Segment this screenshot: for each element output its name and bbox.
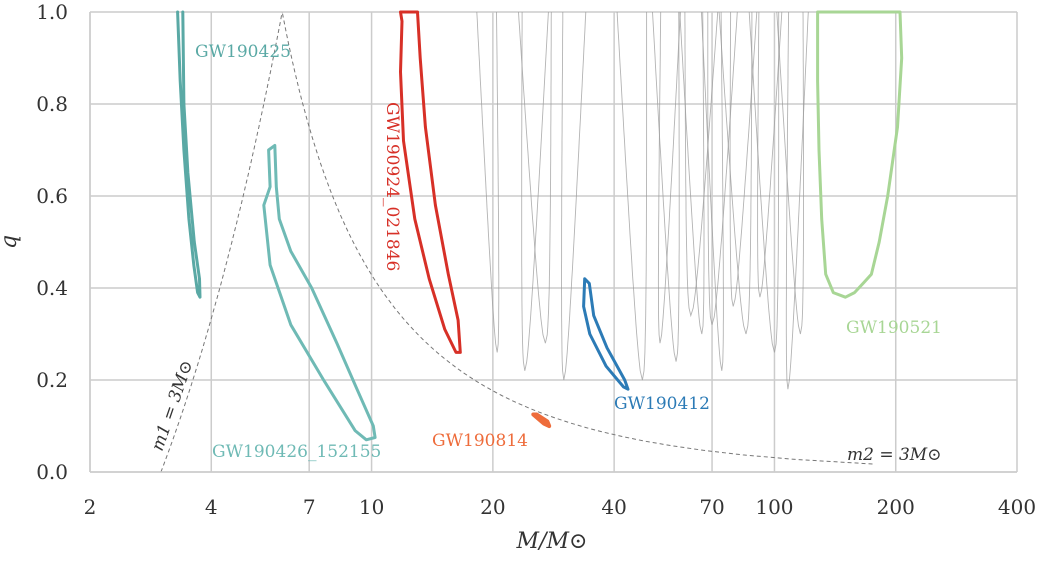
x-tick-label-10: 10 — [359, 495, 384, 519]
x-tick-label-100: 100 — [755, 495, 793, 519]
event-label-gw190814: GW190814 — [432, 431, 528, 451]
y-axis-title: q — [0, 235, 22, 249]
background-contour-13 — [757, 11, 783, 298]
background-contour-6 — [652, 11, 680, 362]
x-tick-label-7: 7 — [303, 495, 316, 519]
background-contour-10 — [700, 11, 724, 371]
reference-label-m1: m1 = 3M⊙ — [148, 358, 198, 454]
x-tick-label-20: 20 — [480, 495, 505, 519]
reference-curve-m1 — [160, 11, 283, 473]
event-contour-gw190425 — [176, 10, 202, 299]
background-contour-5 — [657, 11, 681, 344]
background-contour-1 — [521, 11, 549, 371]
background-event-contours — [476, 11, 809, 390]
tick-labels: 2 4 7 10 20 40 70 100 200 400 0.0 0.2 0.4 0.6 0.8 1.0 — [36, 0, 1036, 519]
x-axis-title: M/M⊙ — [516, 529, 588, 554]
event-contour-gw190924_021846 — [399, 10, 462, 354]
axes-frame — [89, 12, 1017, 473]
x-tick-label-70: 70 — [699, 495, 724, 519]
event-contour-gw190412 — [582, 277, 630, 391]
y-tick-label-0.0: 0.0 — [36, 460, 68, 484]
background-contour-8 — [679, 11, 705, 335]
event-contour-gw190521 — [816, 10, 904, 299]
reference-curves — [160, 11, 873, 473]
x-tick-label-200: 200 — [877, 495, 915, 519]
background-contour-3 — [561, 11, 587, 381]
x-tick-label-2: 2 — [84, 495, 97, 519]
x-tick-label-4: 4 — [205, 495, 218, 519]
background-contour-12 — [718, 11, 753, 335]
reference-curve-m2 — [281, 11, 873, 465]
event-label-gw190426_152155: GW190426_152155 — [212, 442, 381, 462]
background-contour-15 — [785, 11, 809, 390]
event-label-gw190425: GW190425 — [195, 42, 291, 62]
background-contour-11 — [729, 11, 758, 307]
x-tick-label-400: 400 — [998, 495, 1036, 519]
background-contour-2 — [518, 11, 552, 344]
y-tick-label-0.6: 0.6 — [36, 184, 68, 208]
event-label-gw190412: GW190412 — [614, 394, 710, 414]
y-tick-label-0.8: 0.8 — [36, 92, 68, 116]
background-contour-16 — [776, 11, 804, 335]
y-tick-label-0.2: 0.2 — [36, 368, 68, 392]
highlighted-event-contours — [176, 10, 904, 442]
background-contour-4 — [616, 11, 648, 381]
background-contour-0 — [476, 11, 500, 353]
x-tick-label-40: 40 — [601, 495, 626, 519]
y-tick-label-1.0: 1.0 — [36, 0, 68, 24]
event-label-gw190521: GW190521 — [846, 318, 942, 338]
reference-label-m2: m2 = 3M⊙ — [847, 445, 941, 465]
event-contour-gw190814 — [531, 412, 552, 428]
event-contour-gw190426_152155 — [262, 143, 377, 442]
y-tick-label-0.4: 0.4 — [36, 276, 68, 300]
event-label-gw190924_021846: GW190924_021846 — [382, 102, 402, 271]
background-contour-14 — [748, 11, 780, 353]
